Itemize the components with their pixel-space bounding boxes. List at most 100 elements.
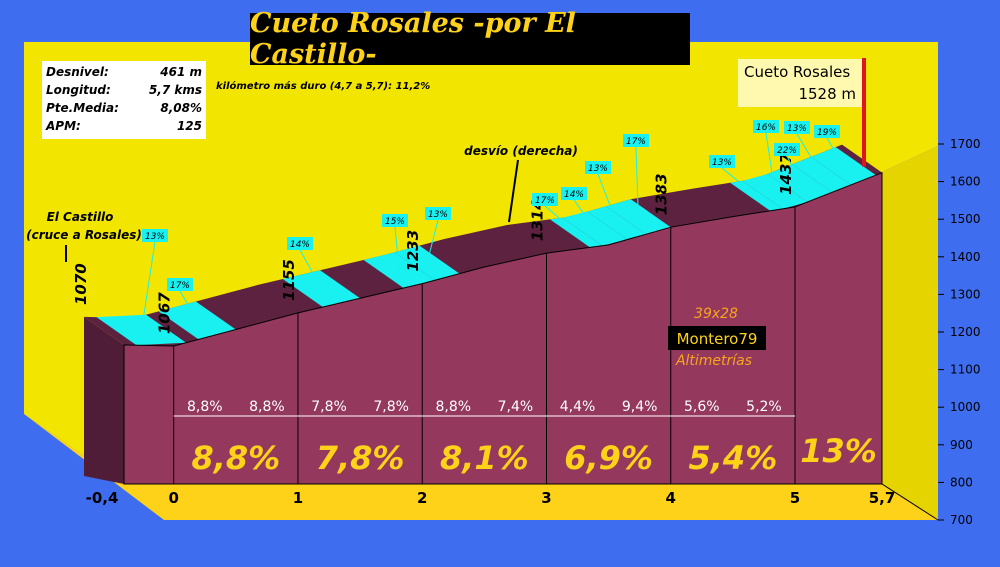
ramp-callout-label: 19%: [817, 128, 837, 138]
km-gradient: 8,8%: [191, 439, 280, 477]
altitude-label: 1070: [72, 263, 90, 305]
stats-box: Desnivel: 461 m Longitud: 5,7 kms Pte.Medi…: [42, 61, 206, 139]
ramp-callout-label: 13%: [588, 164, 608, 174]
hardest-km-note: kilómetro más duro (4,7 a 5,7): 11,2%: [216, 81, 431, 92]
floor: [24, 414, 938, 520]
right-axis-edge: [881, 483, 939, 521]
ramp-callout-box: [709, 155, 735, 168]
summit-name: Cueto Rosales: [744, 63, 851, 81]
turn-pointer: [508, 159, 519, 223]
y-tick-label: 1100: [950, 363, 981, 377]
credit-org: Altimetrías: [675, 353, 752, 369]
stat-value: 5,7 kms: [148, 83, 202, 97]
profile-top-surface: [84, 144, 882, 347]
ramp-callout-label: 14%: [564, 190, 584, 200]
half-km-gradient: 8,8%: [436, 399, 472, 415]
ramp-callout-box: [585, 161, 611, 174]
stat-row: Desnivel: 461 m: [46, 63, 202, 81]
ramp-callout-label: 13%: [145, 232, 165, 242]
profile-start-face: [84, 316, 124, 484]
ramp-callout-line: [426, 219, 439, 264]
x-tick-label: 0: [168, 489, 178, 507]
ramp-callout-box: [532, 193, 558, 206]
ramp-callout-label: 17%: [170, 281, 190, 291]
stat-label: Pte.Media:: [46, 101, 119, 115]
km-gradient: 7,8%: [316, 439, 405, 477]
stat-label: Desnivel:: [46, 65, 109, 79]
half-km-gradient: 4,4%: [560, 399, 596, 415]
ramp-callout-line: [826, 137, 844, 167]
ramp-callout-line: [786, 155, 801, 184]
ramp-callout-line: [635, 146, 639, 217]
altitude-label: 1314: [528, 199, 546, 241]
credit-author: Montero79: [677, 330, 758, 348]
y-tick-label: 1200: [950, 325, 981, 339]
ramp-callout-line: [394, 226, 400, 271]
x-tick-label: 4: [666, 489, 676, 507]
credit-author-box: [668, 326, 766, 350]
altitude-label: 1383: [653, 173, 671, 215]
altitude-label: 1233: [404, 230, 422, 272]
steep-ramp: [605, 199, 671, 235]
ramp-callout-box: [784, 121, 810, 134]
summit-box: Cueto Rosales 1528 m: [738, 59, 862, 107]
ramp-callout-box: [623, 134, 649, 147]
y-tick-label: 700: [950, 513, 973, 527]
half-km-gradient: 7,8%: [373, 399, 409, 415]
steep-ramp: [767, 164, 833, 202]
ramp-callout-label: 13%: [712, 158, 732, 168]
stat-label: APM:: [46, 119, 81, 133]
x-tick-label: 5,7: [869, 489, 896, 507]
y-tick-label: 1300: [950, 287, 981, 301]
x-tick-label: 2: [417, 489, 427, 507]
y-tick-label: 1400: [950, 250, 981, 264]
ramp-callout-box: [382, 214, 408, 227]
ramp-callout-line: [721, 167, 757, 197]
chart-title: Cueto Rosales -por El Castillo-: [250, 8, 576, 70]
y-tick-label: 1700: [950, 137, 981, 151]
km-gradient: 6,9%: [564, 439, 653, 477]
half-km-gradient: 7,8%: [311, 399, 347, 415]
ramp-callout-label: 22%: [777, 146, 797, 156]
ramp-callout-line: [544, 205, 577, 233]
ramp-callout-label: 17%: [626, 137, 646, 147]
ramp-callout-line: [765, 132, 776, 193]
half-km-gradient: 8,8%: [187, 399, 223, 415]
km-gradient: 13%: [800, 432, 877, 470]
y-tick-label: 1600: [950, 175, 981, 189]
ramp-callout-label: 13%: [428, 210, 448, 220]
profile-front-face: [123, 171, 883, 485]
ramp-callout-label: 17%: [535, 196, 555, 206]
altitude-label: 1155: [280, 259, 298, 301]
ramp-callout-box: [753, 120, 779, 133]
half-km-gradient: 9,4%: [622, 399, 658, 415]
ramp-callout-box: [167, 278, 193, 291]
half-km-gradient: 8,8%: [249, 399, 285, 415]
stat-row: Longitud: 5,7 kms: [46, 81, 202, 99]
ramp-callout-label: 13%: [787, 124, 807, 134]
ramp-callout-line: [597, 173, 618, 224]
credit-ratio: 39x28: [694, 306, 738, 322]
ramp-callout-box: [287, 237, 313, 250]
stat-value: 125: [176, 119, 202, 133]
km-gradient: 5,4%: [689, 439, 778, 477]
right-axis-wall: [882, 146, 938, 520]
ramp-callout-line: [140, 241, 156, 332]
x-tick-label: 3: [541, 489, 551, 507]
x-tick-label: 1: [293, 489, 303, 507]
y-tick-label: 1500: [950, 212, 981, 226]
ramp-callout-box: [142, 229, 168, 242]
y-tick-label: 1000: [950, 400, 981, 414]
ramp-callout-line: [299, 249, 322, 289]
ramp-callout-box: [425, 207, 451, 220]
ramp-callout-box: [814, 125, 840, 138]
summit-altitude: 1528 m: [798, 85, 856, 103]
x-tick-label: 5: [790, 489, 800, 507]
start-label: El Castillo: [47, 210, 114, 224]
ramp-callout-line: [796, 133, 823, 175]
stat-row: APM: 125: [46, 117, 202, 135]
turn-label: desvío (derecha): [464, 144, 578, 158]
ramp-callout-label: 15%: [385, 217, 405, 227]
